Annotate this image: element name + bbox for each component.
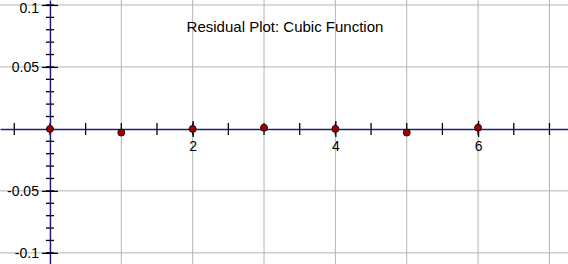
grid-line — [0, 66, 568, 67]
title: Residual Plot: Cubic Function — [187, 18, 384, 35]
grid-line — [478, 0, 479, 264]
point — [403, 129, 410, 136]
y-tick: -0.05 — [7, 183, 58, 199]
point — [261, 124, 268, 131]
point — [189, 125, 196, 132]
grid-line — [264, 0, 265, 264]
grid — [0, 0, 568, 264]
x-tick: 4 — [332, 121, 340, 154]
x-axis: 2 4 6 — [1, 121, 568, 154]
y-tick-mark — [42, 5, 58, 6]
x-tick-label: 6 — [475, 138, 483, 154]
x-tick-label: 4 — [332, 138, 340, 154]
y-tick-label: -0.1 — [15, 245, 39, 261]
points — [46, 124, 481, 136]
x-axis-line — [1, 129, 568, 131]
chart: 2 4 6 -0.1 -0.05 0.05 0.1 Residual Plot: Cubic … — [0, 0, 568, 264]
y-tick-mark — [42, 191, 58, 192]
point — [46, 125, 53, 132]
grid-line — [0, 252, 568, 253]
y-tick-label: 0.1 — [19, 0, 39, 16]
y-tick-label: -0.05 — [7, 183, 39, 199]
y-tick: 0.1 — [19, 0, 57, 16]
y-tick: 0.05 — [12, 59, 58, 75]
grid-line — [549, 0, 550, 264]
point — [475, 124, 482, 131]
x-tick: 6 — [475, 121, 483, 154]
point — [118, 129, 125, 136]
y-tick-label: 0.05 — [12, 59, 39, 75]
y-tick-mark — [42, 253, 58, 254]
y-tick: -0.1 — [15, 245, 58, 261]
x-tick: 2 — [189, 121, 197, 154]
x-tick-label: 2 — [189, 138, 197, 154]
y-axis: -0.1 -0.05 0.05 0.1 — [7, 0, 58, 264]
grid-line — [0, 4, 568, 5]
y-tick-mark — [42, 67, 58, 68]
grid-line — [0, 190, 568, 191]
point — [332, 125, 339, 132]
